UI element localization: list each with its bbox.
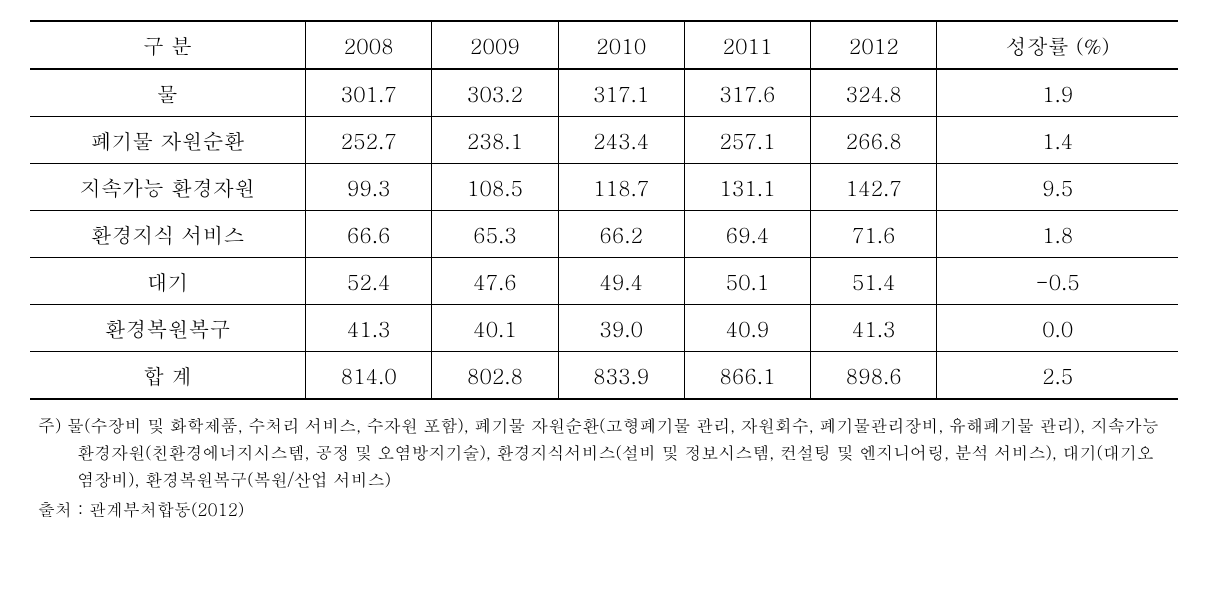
footnotes: 주) 물(수장비 및 화학제품, 수처리 서비스, 수자원 포함), 폐기물 자…	[30, 412, 1178, 523]
cell: -0.5	[937, 258, 1178, 305]
cell: 131.1	[684, 164, 810, 211]
col-header-2008: 2008	[306, 21, 432, 69]
cell: 118.7	[558, 164, 684, 211]
cell: 49.4	[558, 258, 684, 305]
table-row: 환경지식 서비스 66.6 65.3 66.2 69.4 71.6 1.8	[30, 211, 1178, 258]
data-table: 구 분 2008 2009 2010 2011 2012 성장률 (%) 물 3…	[30, 20, 1178, 400]
table-row: 환경복원복구 41.3 40.1 39.0 40.9 41.3 0.0	[30, 305, 1178, 352]
cell: 898.6	[811, 352, 937, 400]
cell: 243.4	[558, 117, 684, 164]
cell: 0.0	[937, 305, 1178, 352]
cell: 39.0	[558, 305, 684, 352]
table-row: 대기 52.4 47.6 49.4 50.1 51.4 -0.5	[30, 258, 1178, 305]
cell: 99.3	[306, 164, 432, 211]
row-label: 대기	[30, 258, 306, 305]
cell: 40.1	[432, 305, 558, 352]
cell: 41.3	[811, 305, 937, 352]
footnote-source: 출처 : 관계부처합동(2012)	[38, 496, 1170, 523]
cell: 238.1	[432, 117, 558, 164]
cell: 301.7	[306, 69, 432, 117]
cell: 1.4	[937, 117, 1178, 164]
col-header-category: 구 분	[30, 21, 306, 69]
table-header-row: 구 분 2008 2009 2010 2011 2012 성장률 (%)	[30, 21, 1178, 69]
table-row: 폐기물 자원순환 252.7 238.1 243.4 257.1 266.8 1…	[30, 117, 1178, 164]
row-label: 합 계	[30, 352, 306, 400]
cell: 317.6	[684, 69, 810, 117]
cell: 802.8	[432, 352, 558, 400]
cell: 324.8	[811, 69, 937, 117]
cell: 69.4	[684, 211, 810, 258]
table-row: 지속가능 환경자원 99.3 108.5 118.7 131.1 142.7 9…	[30, 164, 1178, 211]
table-row: 물 301.7 303.2 317.1 317.6 324.8 1.9	[30, 69, 1178, 117]
cell: 51.4	[811, 258, 937, 305]
cell: 142.7	[811, 164, 937, 211]
cell: 50.1	[684, 258, 810, 305]
cell: 41.3	[306, 305, 432, 352]
row-label: 환경지식 서비스	[30, 211, 306, 258]
col-header-growth: 성장률 (%)	[937, 21, 1178, 69]
cell: 1.9	[937, 69, 1178, 117]
cell: 257.1	[684, 117, 810, 164]
col-header-2009: 2009	[432, 21, 558, 69]
cell: 252.7	[306, 117, 432, 164]
cell: 65.3	[432, 211, 558, 258]
cell: 303.2	[432, 69, 558, 117]
cell: 66.6	[306, 211, 432, 258]
cell: 40.9	[684, 305, 810, 352]
cell: 2.5	[937, 352, 1178, 400]
cell: 52.4	[306, 258, 432, 305]
cell: 317.1	[558, 69, 684, 117]
row-label: 폐기물 자원순환	[30, 117, 306, 164]
row-label: 환경복원복구	[30, 305, 306, 352]
table-row-total: 합 계 814.0 802.8 833.9 866.1 898.6 2.5	[30, 352, 1178, 400]
cell: 1.8	[937, 211, 1178, 258]
col-header-2011: 2011	[684, 21, 810, 69]
col-header-2010: 2010	[558, 21, 684, 69]
cell: 71.6	[811, 211, 937, 258]
footnote-note: 주) 물(수장비 및 화학제품, 수처리 서비스, 수자원 포함), 폐기물 자…	[38, 412, 1170, 494]
row-label: 물	[30, 69, 306, 117]
cell: 814.0	[306, 352, 432, 400]
cell: 9.5	[937, 164, 1178, 211]
col-header-2012: 2012	[811, 21, 937, 69]
cell: 833.9	[558, 352, 684, 400]
row-label: 지속가능 환경자원	[30, 164, 306, 211]
cell: 47.6	[432, 258, 558, 305]
cell: 866.1	[684, 352, 810, 400]
cell: 66.2	[558, 211, 684, 258]
cell: 266.8	[811, 117, 937, 164]
cell: 108.5	[432, 164, 558, 211]
